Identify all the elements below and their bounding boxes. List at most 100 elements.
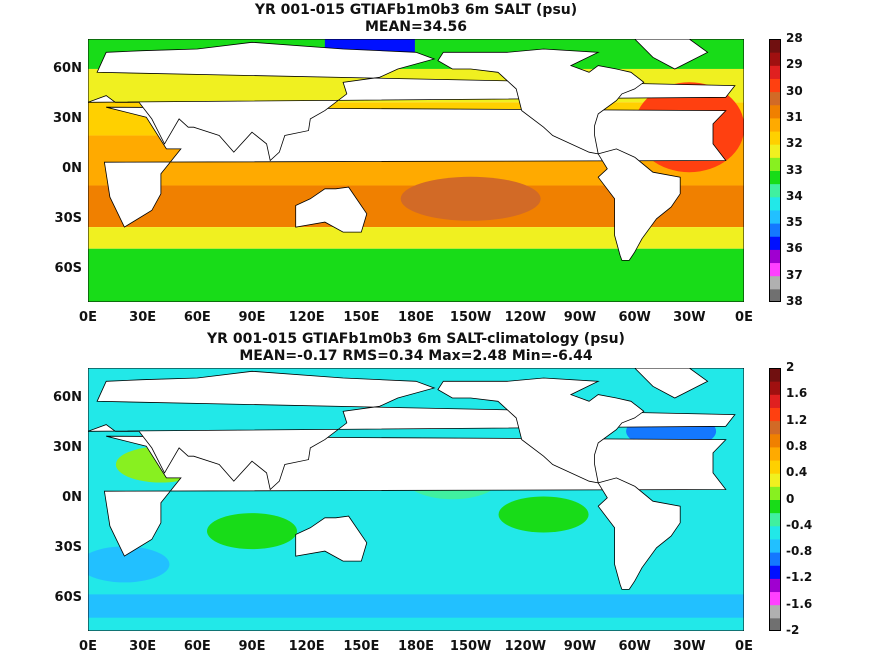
colorbar-swatch xyxy=(769,236,781,250)
x-tick-label: 60E xyxy=(183,639,211,654)
colorbar-tick-label: -1.2 xyxy=(786,570,813,585)
colorbar-tick-label: -1.6 xyxy=(786,596,813,611)
colorbar-swatch xyxy=(769,552,781,566)
colorbar-swatch xyxy=(769,407,781,422)
colorbar-swatch xyxy=(769,91,781,106)
salinity-band-6 xyxy=(88,248,744,302)
x-tick-label: 150E xyxy=(343,310,380,325)
colorbar-tick-label: 1.6 xyxy=(786,386,808,401)
x-tick-label: 30E xyxy=(129,639,157,654)
plot1-title: YR 001-015 GTIAFb1m0b3 6m SALT (psu) xyxy=(254,2,578,18)
x-tick-label: 30W xyxy=(673,639,706,654)
x-tick-label: 150E xyxy=(343,639,380,654)
x-tick-label: 120E xyxy=(288,310,325,325)
anomaly-patch-1 xyxy=(207,513,297,550)
x-tick-label: 90W xyxy=(563,310,597,325)
colorbar-swatch xyxy=(769,170,781,185)
colorbar-tick-label: 32 xyxy=(786,136,803,151)
y-tick-label: 0N xyxy=(62,489,82,505)
colorbar-tick-label: 28 xyxy=(786,31,803,45)
x-tick-label: 150W xyxy=(449,310,492,325)
colorbar-tick-label: 0.4 xyxy=(786,465,808,480)
colorbar-tick-label: 29 xyxy=(786,57,803,72)
colorbar-swatch xyxy=(769,275,781,290)
south-america-land xyxy=(597,477,681,590)
colorbar-tick-label: 31 xyxy=(786,109,803,124)
colorbar-swatch xyxy=(769,196,781,211)
plot1-colorbar xyxy=(769,39,781,302)
colorbar-tick-label: -0.8 xyxy=(786,544,813,559)
colorbar-swatch xyxy=(769,249,781,264)
y-tick-label: 30N xyxy=(53,439,82,455)
greenland-land xyxy=(634,39,709,70)
colorbar-swatch xyxy=(769,604,781,619)
colorbar-swatch xyxy=(769,39,781,53)
europe-asia-land xyxy=(88,370,736,491)
colorbar-swatch xyxy=(769,223,781,237)
colorbar-tick-label: 37 xyxy=(786,267,803,282)
colorbar-swatch xyxy=(769,52,781,66)
australia-land xyxy=(295,186,368,233)
plot2-subtitle: MEAN=-0.17 RMS=0.34 Max=2.48 Min=-6.44 xyxy=(239,348,593,364)
plot1-subtitle: MEAN=34.56 xyxy=(364,19,468,35)
colorbar-swatch xyxy=(769,209,781,224)
colorbar-swatch xyxy=(769,446,781,461)
x-tick-label: 120W xyxy=(504,639,547,654)
colorbar-swatch xyxy=(769,104,781,119)
plot1-map xyxy=(88,39,744,302)
x-tick-label: 0E xyxy=(735,310,753,325)
x-tick-label: 90E xyxy=(238,310,266,325)
colorbar-tick-label: 33 xyxy=(786,162,803,177)
colorbar-tick-label: -2 xyxy=(786,623,800,637)
colorbar-swatch xyxy=(769,499,781,514)
south-america-land xyxy=(597,148,681,261)
colorbar-swatch xyxy=(769,381,781,395)
south-pacific-high-salinity xyxy=(400,176,541,221)
plot2-map xyxy=(88,368,744,631)
y-tick-label: 30S xyxy=(54,210,82,226)
y-tick-label: 60S xyxy=(54,260,82,276)
x-tick-label: 30W xyxy=(673,310,706,325)
colorbar-swatch xyxy=(769,131,781,145)
colorbar-swatch xyxy=(769,565,781,579)
australia-land xyxy=(295,515,368,562)
colorbar-swatch xyxy=(769,368,781,382)
x-tick-label: 0E xyxy=(735,639,753,654)
colorbar-swatch xyxy=(769,486,781,500)
colorbar-swatch xyxy=(769,460,781,474)
y-tick-label: 30N xyxy=(53,110,82,126)
y-tick-label: 60N xyxy=(53,60,82,76)
greenland-land xyxy=(634,368,709,399)
colorbar-tick-label: 0 xyxy=(786,491,795,506)
anomaly-patch-3 xyxy=(498,496,589,533)
x-tick-label: 180E xyxy=(397,310,435,325)
colorbar-swatch xyxy=(769,512,781,527)
x-tick-label: 90W xyxy=(563,639,597,654)
southern-ocean-anomaly xyxy=(88,594,744,618)
y-tick-label: 30S xyxy=(54,539,82,555)
colorbar-swatch xyxy=(769,617,781,631)
colorbar-swatch xyxy=(769,433,781,448)
x-tick-label: 0E xyxy=(79,639,97,654)
colorbar-tick-label: 38 xyxy=(786,294,803,308)
anomaly-patch-4 xyxy=(88,546,170,583)
colorbar-swatch xyxy=(769,183,781,198)
colorbar-swatch xyxy=(769,262,781,277)
europe-asia-land xyxy=(88,41,736,162)
x-tick-label: 150W xyxy=(449,639,492,654)
plot2-colorbar xyxy=(769,368,781,631)
colorbar-swatch xyxy=(769,144,781,158)
colorbar-tick-label: 36 xyxy=(786,241,803,256)
colorbar-tick-label: 0.8 xyxy=(786,438,808,453)
colorbar-tick-label: 34 xyxy=(786,188,803,203)
x-tick-label: 180E xyxy=(397,639,435,654)
y-tick-label: 60N xyxy=(53,389,82,405)
colorbar-swatch xyxy=(769,420,781,435)
colorbar-frame xyxy=(769,368,781,631)
x-tick-label: 30E xyxy=(129,310,157,325)
y-tick-label: 60S xyxy=(54,589,82,605)
colorbar-swatch xyxy=(769,78,781,93)
x-tick-label: 90E xyxy=(238,639,266,654)
colorbar-swatch xyxy=(769,288,781,302)
north-america-land xyxy=(437,377,645,484)
